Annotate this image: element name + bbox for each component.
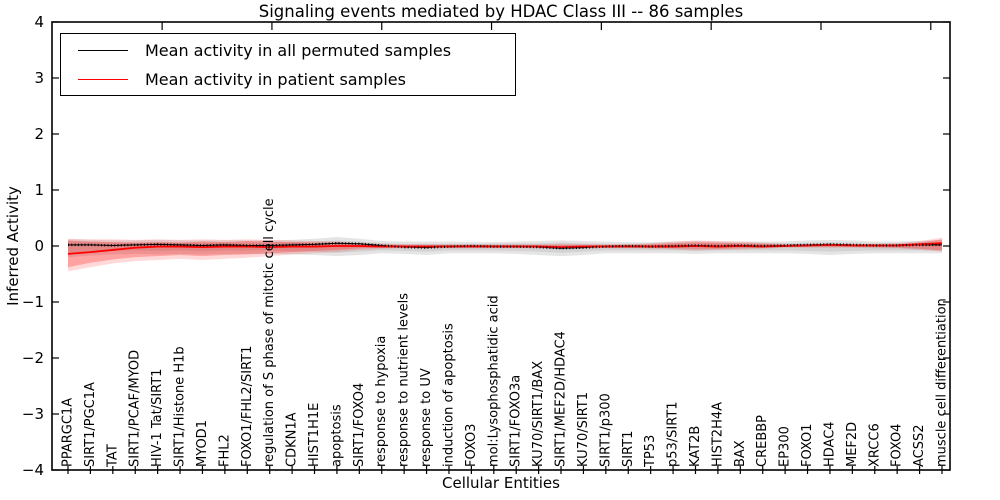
x-tick-label: BAX [733,440,748,467]
legend-label: Mean activity in all permuted samples [145,40,452,60]
legend-item: Mean activity in all permuted samples [61,37,515,63]
chart-title: Signaling events mediated by HDAC Class … [258,2,744,21]
legend-label: Mean activity in patient samples [145,69,406,89]
x-tick-label: CREBBP [755,415,770,467]
x-tick-label: ACSS2 [912,424,927,467]
line-patient-mean [67,242,943,255]
x-tick-label: FOXO1 [800,424,815,467]
legend-line-sample [78,49,128,51]
legend-item: Mean activity in patient samples [61,66,515,92]
x-tick-label: TP53 [643,435,658,468]
x-tick-label: SIRT1/MEF2D/HDAC4 [554,331,569,467]
x-tick-label: SIRT1/p300 [598,393,613,467]
x-tick-label: MYOD1 [195,420,210,467]
x-tick-label: HIST2H4A [710,402,725,467]
x-tick-label: HIV-1 Tat/SIRT1 [150,369,165,467]
x-tick-label: p53/SIRT1 [666,401,681,467]
x-tick-label: FOXO3 [464,424,479,467]
y-axis-label: Inferred Activity [4,186,22,306]
line-permuted-markers [68,241,942,250]
x-tick-label: SIRT1 [621,431,636,467]
x-tick-label: FHL2 [217,434,232,467]
x-tick-label: SIRT1/PGC1A [83,382,98,467]
x-tick-label: XRCC6 [867,423,882,467]
y-tick-label: 2 [34,125,44,143]
x-tick-label: mol:Lysophosphatidic acid [486,295,501,467]
x-tick-label: MEF2D [845,422,860,467]
x-tick-label: muscle cell differentiation [935,298,950,467]
x-tick-label: KU70/SIRT1/BAX [531,361,546,467]
x-tick-label: SIRT1/PCAF/MYOD [128,350,143,467]
x-tick-label: HDAC4 [822,421,837,467]
x-tick-label: apoptosis [329,404,344,467]
y-tick-label: −2 [22,349,44,367]
x-tick-label: TAT [105,444,120,468]
x-tick-label: HIST1H1E [307,403,322,467]
x-axis-label: Cellular Entities [442,474,560,492]
x-tick-label: KU70/SIRT1 [576,392,591,467]
x-tick-label: SIRT1/Histone H1b [173,346,188,467]
x-tick-label: regulation of S phase of mitotic cell cy… [262,198,277,467]
x-tick-label: CDKN1A [285,412,300,467]
x-tick-label: response to hypoxia [374,336,389,467]
y-tick-label: −4 [22,461,44,479]
x-tick-label: KAT2B [688,426,703,467]
x-tick-label: FOXO1/FHL2/SIRT1 [240,346,255,467]
x-tick-label: FOXO4 [890,424,905,467]
x-tick-label: SIRT1/FOXO4 [352,383,367,467]
x-tick-label: response to nutrient levels [397,293,412,467]
legend: Mean activity in all permuted samples Me… [60,33,516,96]
x-tick-label: induction of apoptosis [441,323,456,467]
y-tick-label: 1 [34,181,44,199]
x-tick-label: EP300 [778,426,793,467]
legend-line-sample [78,78,128,80]
x-tick-label: SIRT1/FOXO3a [509,375,524,467]
x-tick-label: PPARGC1A [61,398,76,467]
y-tick-label: −3 [22,405,44,423]
y-tick-label: 3 [34,69,44,87]
y-tick-label: −1 [22,293,44,311]
y-tick-label: 4 [34,13,44,31]
y-tick-label: 0 [34,237,44,255]
x-tick-label: response to UV [419,368,434,467]
